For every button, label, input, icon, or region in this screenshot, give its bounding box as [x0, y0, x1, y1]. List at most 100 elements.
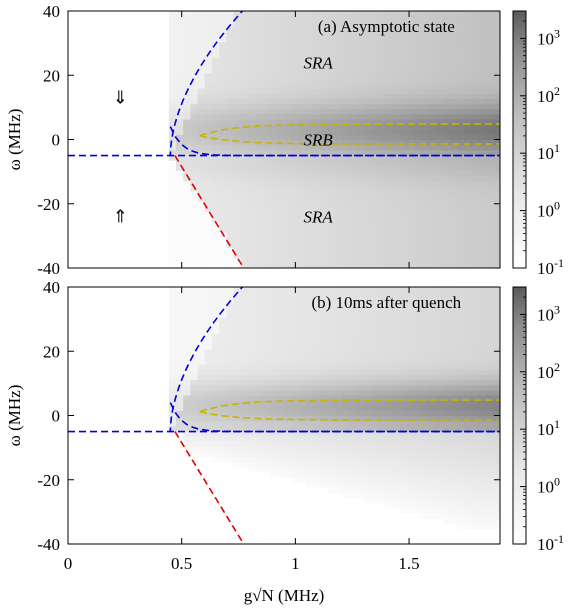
- heatmap-cell: [320, 77, 328, 84]
- heatmap-cell: [413, 446, 422, 453]
- heatmap-cell: [204, 394, 213, 401]
- heatmap-cell: [320, 451, 328, 458]
- heatmap-cell: [334, 52, 343, 58]
- heatmap-cell: [305, 405, 314, 411]
- heatmap-cell: [176, 190, 184, 197]
- heatmap-cell: [320, 415, 328, 422]
- heatmap-cell: [377, 108, 386, 115]
- heatmap-cell: [320, 180, 328, 187]
- heatmap-cell: [334, 307, 343, 314]
- heatmap-cell: [392, 11, 400, 17]
- heatmap-cell: [312, 482, 321, 489]
- heatmap-cell: [485, 216, 494, 223]
- heatmap-cell: [478, 67, 487, 74]
- heatmap-cell: [248, 394, 256, 401]
- heatmap-cell: [233, 369, 242, 375]
- heatmap-cell: [456, 415, 465, 422]
- heatmap-cell: [240, 103, 249, 110]
- heatmap-cell: [348, 134, 357, 141]
- heatmap-cell: [356, 338, 364, 345]
- heatmap-cell: [190, 353, 199, 360]
- heatmap-cell: [190, 67, 199, 74]
- heatmap-cell: [435, 389, 443, 396]
- heatmap-cell: [471, 108, 479, 115]
- heatmap-cell: [204, 436, 213, 442]
- heatmap-cell: [471, 353, 479, 360]
- heatmap-cell: [269, 456, 278, 463]
- heatmap-cell: [291, 389, 299, 396]
- heatmap-cell: [377, 425, 386, 432]
- heatmap-cell: [485, 384, 494, 391]
- heatmap-cell: [197, 134, 206, 141]
- heatmap-cell: [190, 400, 199, 406]
- heatmap-cell: [356, 134, 364, 141]
- heatmap-cell: [298, 328, 307, 334]
- heatmap-cell: [492, 41, 500, 48]
- heatmap-cell: [255, 52, 263, 58]
- heatmap-cell: [428, 338, 436, 345]
- heatmap-cell: [204, 170, 213, 177]
- heatmap-cell: [449, 98, 458, 105]
- heatmap-cell: [356, 252, 364, 259]
- heatmap-cell: [312, 26, 321, 33]
- heatmap-cell: [348, 11, 357, 17]
- heatmap-cell: [291, 175, 299, 182]
- heatmap-cell: [377, 451, 386, 458]
- heatmap-cell: [370, 88, 379, 94]
- heatmap-cell: [377, 175, 386, 182]
- heatmap-cell: [255, 185, 263, 192]
- heatmap-cell: [492, 57, 500, 63]
- heatmap-cell: [327, 82, 335, 89]
- heatmap-cell: [327, 369, 335, 375]
- heatmap-cell: [269, 108, 278, 115]
- heatmap-cell: [190, 262, 199, 268]
- heatmap-cell: [262, 328, 271, 334]
- heatmap-cell: [204, 252, 213, 259]
- heatmap-cell: [284, 353, 292, 360]
- heatmap-cell: [478, 201, 487, 207]
- heatmap-cell: [348, 108, 357, 115]
- heatmap-cell: [464, 343, 472, 350]
- heatmap-cell: [392, 185, 400, 192]
- heatmap-cell: [348, 247, 357, 254]
- heatmap-cell: [262, 247, 271, 254]
- heatmap-cell: [485, 415, 494, 422]
- heatmap-cell: [197, 88, 206, 94]
- heatmap-cell: [456, 160, 465, 166]
- heatmap-cell: [348, 16, 357, 22]
- heatmap-cell: [392, 232, 400, 238]
- heatmap-cell: [428, 201, 436, 207]
- heatmap-cell: [399, 72, 407, 79]
- heatmap-cell: [248, 160, 256, 166]
- heatmap-cell: [363, 113, 371, 120]
- heatmap-cell: [233, 405, 242, 411]
- heatmap-cell: [413, 252, 422, 259]
- heatmap-cell: [327, 257, 335, 264]
- heatmap-cell: [420, 11, 429, 17]
- heatmap-cell: [428, 425, 436, 432]
- heatmap-cell: [413, 333, 422, 339]
- heatmap-cell: [485, 508, 494, 514]
- heatmap-cell: [449, 472, 458, 478]
- heatmap-cell: [442, 348, 451, 355]
- heatmap-cell: [327, 88, 335, 94]
- heatmap-cell: [190, 312, 199, 319]
- heatmap-cell: [363, 302, 371, 309]
- heatmap-cell: [334, 98, 343, 105]
- heatmap-cell: [356, 88, 364, 94]
- heatmap-cell: [485, 226, 494, 233]
- heatmap-cell: [298, 41, 307, 48]
- heatmap-cell: [262, 466, 271, 473]
- heatmap-cell: [435, 134, 443, 141]
- heatmap-cell: [291, 226, 299, 233]
- heatmap-cell: [384, 405, 393, 411]
- heatmap-cell: [384, 134, 393, 141]
- heatmap-cell: [406, 77, 415, 84]
- heatmap-cell: [435, 262, 443, 268]
- heatmap-cell: [298, 400, 307, 406]
- heatmap-cell: [197, 180, 206, 187]
- heatmap-cell: [168, 16, 177, 22]
- heatmap-cell: [478, 333, 487, 339]
- heatmap-cell: [176, 221, 184, 228]
- heatmap-cell: [406, 415, 415, 422]
